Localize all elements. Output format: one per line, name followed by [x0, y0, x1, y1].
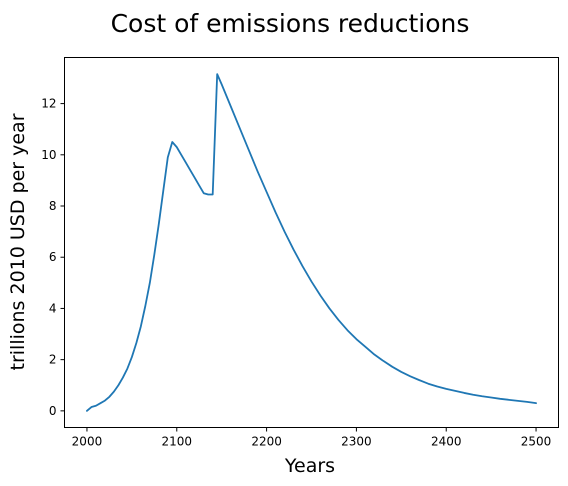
y-tick-label: 4: [49, 301, 57, 315]
chart-title: Cost of emissions reductions: [111, 9, 470, 38]
x-axis-label: Years: [284, 455, 335, 477]
series-line: [86, 73, 537, 412]
x-tick-label: 2500: [521, 435, 552, 449]
x-tick-label: 2300: [341, 435, 372, 449]
y-tick-label: 12: [41, 97, 56, 111]
y-tick-label: 6: [49, 250, 57, 264]
x-tick-label: 2000: [72, 435, 103, 449]
plot-area: 2000 2100 2200 2300 2400 2500 0 2 4 6 8 10 12: [41, 57, 559, 449]
x-tick-label: 2200: [251, 435, 282, 449]
y-tick-label: 8: [49, 199, 57, 213]
y-tick-label: 2: [49, 353, 57, 367]
y-axis-ticks: 0 2 4 6 8 10 12: [41, 97, 65, 418]
plot-frame: [64, 57, 559, 428]
y-tick-label: 10: [41, 148, 56, 162]
y-axis-label: trillions 2010 USD per year: [7, 113, 29, 370]
x-tick-label: 2100: [161, 435, 192, 449]
x-tick-label: 2400: [431, 435, 462, 449]
x-axis-ticks: 2000 2100 2200 2300 2400 2500: [72, 427, 552, 449]
y-tick-label: 0: [49, 404, 57, 418]
